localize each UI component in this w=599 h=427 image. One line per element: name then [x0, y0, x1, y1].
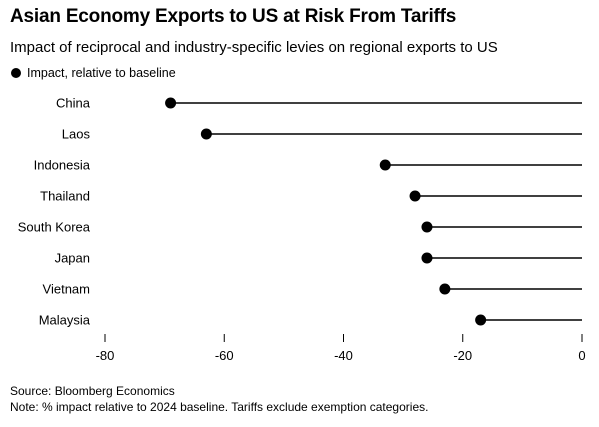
category-label-china: China [56, 96, 91, 111]
lollipop-point-japan [421, 252, 433, 264]
category-label-thailand: Thailand [40, 189, 90, 204]
category-label-south-korea: South Korea [18, 220, 91, 235]
category-label-laos: Laos [62, 127, 91, 142]
lollipop-point-vietnam [439, 283, 451, 295]
category-label-malaysia: Malaysia [39, 313, 91, 328]
lollipop-point-malaysia [475, 314, 487, 326]
x-tick-label: -40 [334, 348, 353, 363]
x-tick-label: -80 [96, 348, 115, 363]
category-label-indonesia: Indonesia [34, 158, 91, 173]
lollipop-point-south-korea [421, 221, 433, 233]
x-tick-label: 0 [578, 348, 585, 363]
chart-title: Asian Economy Exports to US at Risk From… [10, 6, 457, 27]
lollipop-point-indonesia [379, 159, 391, 171]
lollipop-point-thailand [409, 190, 421, 202]
source-text: Source: Bloomberg Economics [10, 384, 175, 398]
note-text: Note: % impact relative to 2024 baseline… [10, 400, 429, 414]
chart-subtitle: Impact of reciprocal and industry-specif… [10, 39, 498, 56]
category-label-vietnam: Vietnam [43, 282, 90, 297]
category-label-japan: Japan [55, 251, 90, 266]
legend-marker-icon [11, 68, 21, 78]
lollipop-point-china [165, 97, 177, 109]
x-tick-label: -20 [453, 348, 472, 363]
x-tick-label: -60 [215, 348, 234, 363]
lollipop-point-laos [200, 128, 212, 140]
legend-label: Impact, relative to baseline [27, 66, 176, 80]
legend: Impact, relative to baseline [11, 66, 176, 80]
